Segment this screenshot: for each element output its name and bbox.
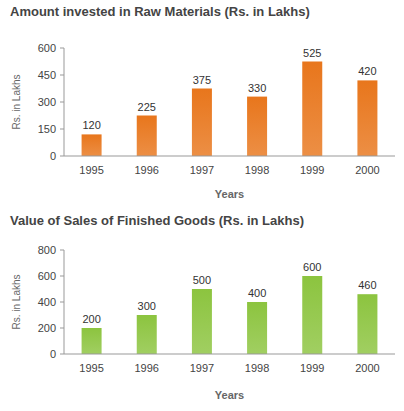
y-tick-label: 300 <box>38 96 56 108</box>
x-tick-label: 1999 <box>300 362 324 374</box>
bar <box>247 302 267 354</box>
bar <box>302 276 322 354</box>
chart: Value of Sales of Finished Goods (Rs. in… <box>10 213 395 401</box>
y-tick-label: 600 <box>38 270 56 282</box>
bar <box>137 315 157 354</box>
data-label: 600 <box>303 261 321 273</box>
bar <box>302 62 322 157</box>
y-tick-label: 150 <box>38 123 56 135</box>
data-label: 420 <box>358 65 376 77</box>
chart-canvas: Amount invested in Raw Materials (Rs. in… <box>0 0 404 411</box>
chart: Amount invested in Raw Materials (Rs. in… <box>10 4 395 200</box>
y-tick <box>60 102 64 103</box>
y-axis-title: Rs. in Lakhs <box>11 74 22 129</box>
data-label: 200 <box>82 313 100 325</box>
x-tick-label: 1999 <box>300 164 324 176</box>
data-label: 525 <box>303 47 321 59</box>
data-label: 330 <box>248 82 266 94</box>
x-tick-label: 2000 <box>355 164 379 176</box>
y-tick <box>60 250 64 251</box>
bars <box>82 62 378 157</box>
y-tick-label: 600 <box>38 42 56 54</box>
y-tick <box>60 48 64 49</box>
y-tick <box>60 75 64 76</box>
bar <box>192 89 212 157</box>
x-tick-label: 1996 <box>135 362 159 374</box>
y-tick-label: 200 <box>38 322 56 334</box>
x-tick-label: 1995 <box>79 362 103 374</box>
x-tick-label: 2000 <box>355 362 379 374</box>
x-tick-label: 1998 <box>245 164 269 176</box>
y-axis-title: Rs. in Lakhs <box>11 274 22 329</box>
y-tick <box>60 302 64 303</box>
bar <box>357 80 377 156</box>
x-tick-label: 1995 <box>79 164 103 176</box>
data-label: 460 <box>358 279 376 291</box>
x-axis-line <box>64 354 395 355</box>
bar <box>192 289 212 354</box>
chart-title: Amount invested in Raw Materials (Rs. in… <box>10 4 310 19</box>
data-label: 375 <box>193 74 211 86</box>
y-tick-label: 0 <box>50 150 56 162</box>
x-axis-title: Years <box>215 389 244 401</box>
y-tick-label: 0 <box>50 348 56 360</box>
y-axis-line <box>64 250 65 354</box>
bars <box>82 276 378 354</box>
y-tick-label: 450 <box>38 69 56 81</box>
x-axis-title: Years <box>215 188 244 200</box>
data-label: 300 <box>138 300 156 312</box>
data-label: 500 <box>193 274 211 286</box>
y-tick-label: 400 <box>38 296 56 308</box>
bar <box>357 294 377 354</box>
y-tick <box>60 354 64 355</box>
y-tick <box>60 156 64 157</box>
x-tick-label: 1997 <box>190 164 214 176</box>
bar <box>137 116 157 157</box>
x-tick-label: 1997 <box>190 362 214 374</box>
y-axis-line <box>64 48 65 156</box>
bar <box>82 328 102 354</box>
x-tick-label: 1996 <box>135 164 159 176</box>
y-tick <box>60 276 64 277</box>
x-tick-label: 1998 <box>245 362 269 374</box>
data-label: 400 <box>248 287 266 299</box>
x-axis-line <box>64 156 395 157</box>
data-label: 225 <box>138 101 156 113</box>
chart-title: Value of Sales of Finished Goods (Rs. in… <box>10 213 304 228</box>
y-tick-label: 800 <box>38 244 56 256</box>
y-tick <box>60 328 64 329</box>
y-tick <box>60 129 64 130</box>
bar <box>82 134 102 156</box>
data-label: 120 <box>82 119 100 131</box>
bar <box>247 97 267 156</box>
